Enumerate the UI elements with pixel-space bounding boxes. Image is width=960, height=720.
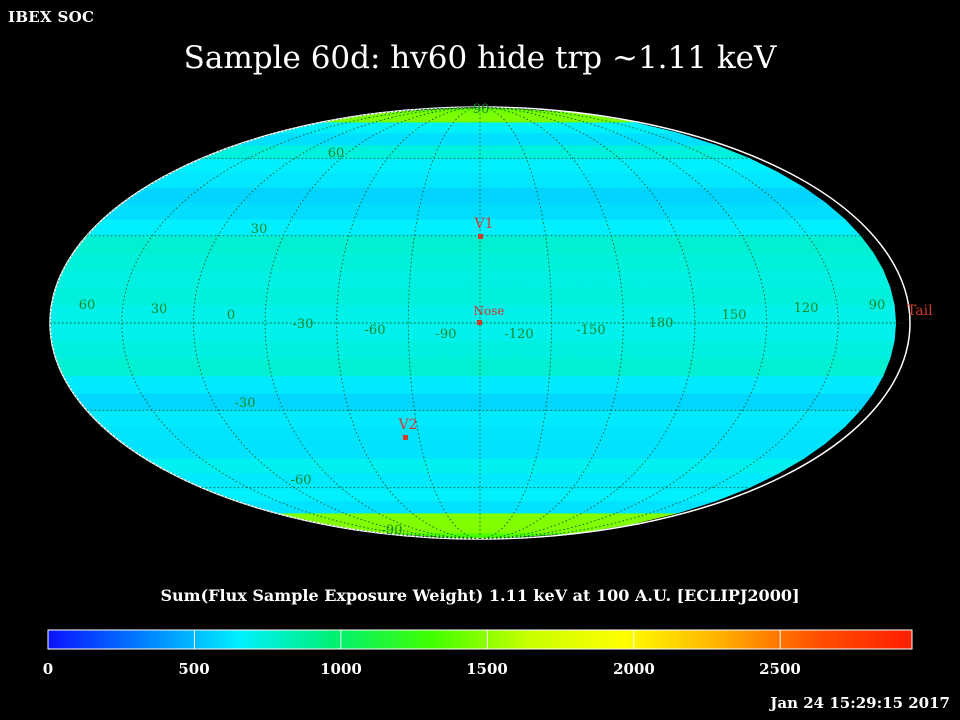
lon-label: 120	[794, 301, 819, 316]
map-cell	[72, 392, 874, 411]
meridian-line	[121, 107, 481, 539]
lon-label: -120	[504, 327, 533, 342]
colorbar-tick-label: 1500	[466, 660, 508, 678]
lon-label: -90	[436, 327, 457, 342]
object-markers: V1 Nose V2 Tail	[397, 216, 933, 440]
marker-v2: V2	[397, 417, 418, 440]
lon-label: 150	[722, 308, 747, 323]
lon-label: 30	[151, 302, 168, 317]
map-cell	[201, 487, 750, 502]
longitude-labels: 60 30 0 -30 -60 -90 -120 -150 180 150 12…	[79, 298, 886, 342]
meridian-line	[407, 107, 481, 539]
lat-label: 90	[473, 102, 490, 117]
map-cell	[201, 144, 750, 159]
map-cell	[121, 187, 827, 204]
map-title: Sample 60d: hv60 hide trp ~1.11 keV	[183, 40, 777, 76]
marker-dot	[477, 320, 482, 325]
map-cell	[102, 426, 846, 444]
marker-dot	[403, 435, 408, 440]
colorbar-title: Sum(Flux Sample Exposure Weight) 1.11 ke…	[160, 586, 800, 605]
lon-label: 0	[227, 308, 235, 323]
map-cell	[55, 358, 891, 377]
colorbar-tick-label: 2000	[613, 660, 655, 678]
colorbar-tick-label: 0	[42, 660, 54, 678]
colorbar-tick-label: 500	[178, 660, 210, 678]
org-label: IBEX SOC	[8, 8, 95, 26]
map-cell	[85, 409, 861, 428]
lat-label: -60	[291, 473, 312, 488]
marker-dot	[478, 234, 483, 239]
timestamp: Jan 24 15:29:15 2017	[770, 694, 950, 712]
marker-label: V1	[473, 216, 493, 232]
colorbar	[47, 629, 913, 650]
map-cell	[62, 252, 884, 271]
map-cell	[144, 172, 805, 188]
lon-label: 90	[869, 298, 886, 313]
map-cell	[51, 340, 895, 359]
map-cell	[85, 218, 861, 236]
lon-label: 60	[79, 298, 96, 313]
lat-label: -90	[382, 523, 403, 538]
meridian-line	[479, 107, 839, 539]
marker-label: V2	[397, 417, 417, 433]
map-cell	[236, 132, 716, 146]
sky-map-pixels	[50, 107, 897, 539]
marker-label: Nose	[474, 304, 505, 318]
map-cell	[62, 375, 884, 394]
map-cell	[50, 322, 897, 342]
marker-label: Tail	[907, 303, 933, 319]
lon-label: -60	[365, 323, 386, 338]
map-cell	[55, 269, 891, 288]
map-cell	[171, 158, 779, 173]
colorbar-tick-marks	[193, 630, 781, 649]
map-cell	[275, 512, 678, 525]
lat-label: 30	[251, 222, 268, 237]
map-cell	[236, 500, 716, 514]
lon-label: -30	[293, 317, 314, 332]
meridian-line	[192, 107, 481, 539]
lon-label: 180	[649, 316, 674, 331]
map-cell	[51, 287, 895, 306]
latitude-labels: 90 60 30 -30 -60 -90	[235, 102, 490, 538]
map-cell	[72, 235, 874, 253]
map-cell	[171, 473, 779, 489]
colorbar-gradient	[47, 629, 913, 650]
sky-map: 60 30 0 -30 -60 -90 -120 -150 180 150 12…	[49, 102, 933, 540]
colorbar-tick-label: 1000	[320, 660, 362, 678]
marker-v1: V1	[473, 216, 494, 239]
lat-label: 60	[328, 146, 345, 161]
colorbar-tick-label: 2500	[759, 660, 801, 678]
marker-tail: Tail	[907, 303, 933, 319]
map-cell	[121, 442, 827, 459]
lon-label: -150	[576, 323, 605, 338]
lat-label: -30	[235, 396, 256, 411]
marker-nose: Nose	[474, 304, 505, 325]
map-cell	[144, 458, 805, 474]
